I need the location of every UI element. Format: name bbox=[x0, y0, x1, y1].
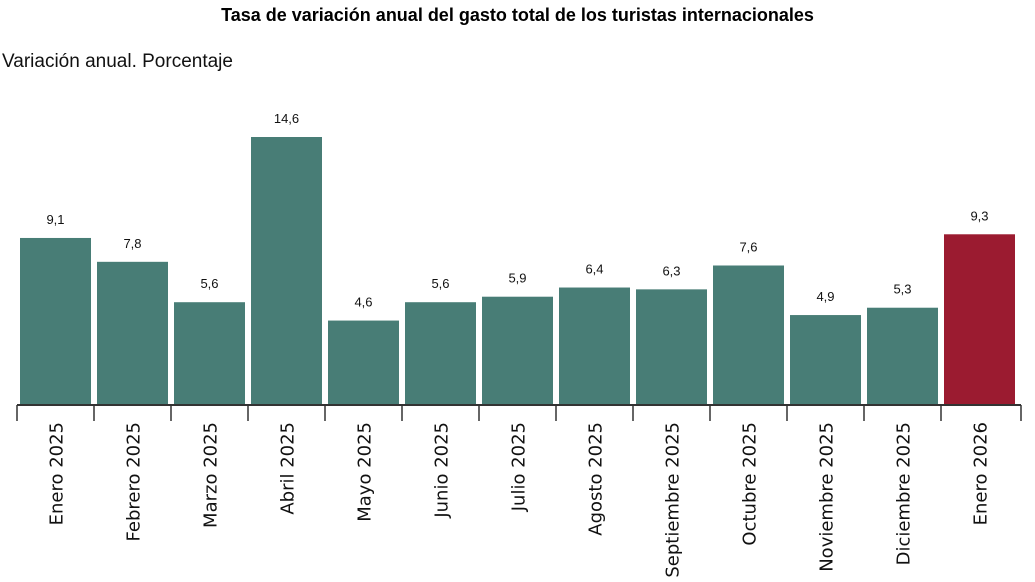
data-label: 7,8 bbox=[123, 236, 141, 251]
bar bbox=[405, 302, 476, 405]
data-label: 4,9 bbox=[816, 289, 834, 304]
chart-title: Tasa de variación anual del gasto total … bbox=[221, 5, 814, 25]
bar bbox=[20, 237, 91, 405]
data-label: 6,3 bbox=[662, 263, 680, 278]
data-label: 5,6 bbox=[431, 276, 449, 291]
bar bbox=[97, 261, 168, 405]
x-tick-label: Julio 2025 bbox=[509, 422, 530, 512]
data-label: 14,6 bbox=[274, 111, 299, 126]
bar bbox=[713, 265, 784, 405]
x-tick-label: Agosto 2025 bbox=[586, 422, 607, 536]
bar bbox=[790, 315, 861, 405]
x-tick-label: Junio 2025 bbox=[432, 422, 453, 519]
x-tick-label: Enero 2025 bbox=[47, 422, 68, 525]
bar bbox=[328, 320, 399, 405]
data-label: 4,6 bbox=[354, 295, 372, 310]
data-label: 9,3 bbox=[970, 208, 988, 223]
bar bbox=[636, 289, 707, 405]
bar bbox=[944, 234, 1015, 405]
bar bbox=[174, 302, 245, 405]
data-label: 5,3 bbox=[893, 282, 911, 297]
x-tick-label: Mayo 2025 bbox=[355, 422, 376, 522]
data-label: 6,4 bbox=[585, 262, 603, 277]
bar bbox=[482, 296, 553, 405]
bar bbox=[251, 137, 322, 405]
x-tick-label: Diciembre 2025 bbox=[894, 422, 915, 565]
x-tick-label: Febrero 2025 bbox=[124, 422, 145, 542]
data-label: 7,6 bbox=[739, 239, 757, 254]
x-tick-label: Marzo 2025 bbox=[201, 422, 222, 528]
data-label: 5,6 bbox=[200, 276, 218, 291]
data-label: 9,1 bbox=[46, 212, 64, 227]
x-tick-label: Octubre 2025 bbox=[740, 422, 761, 546]
bar bbox=[559, 287, 630, 405]
x-tick-label: Enero 2026 bbox=[971, 422, 992, 525]
x-tick-label: Noviembre 2025 bbox=[817, 422, 838, 572]
chart-subtitle: Variación anual. Porcentaje bbox=[2, 51, 233, 72]
x-tick-label: Abril 2025 bbox=[278, 422, 299, 515]
data-label: 5,9 bbox=[508, 271, 526, 286]
x-tick-label: Septiembre 2025 bbox=[663, 422, 684, 578]
bar bbox=[867, 307, 938, 405]
